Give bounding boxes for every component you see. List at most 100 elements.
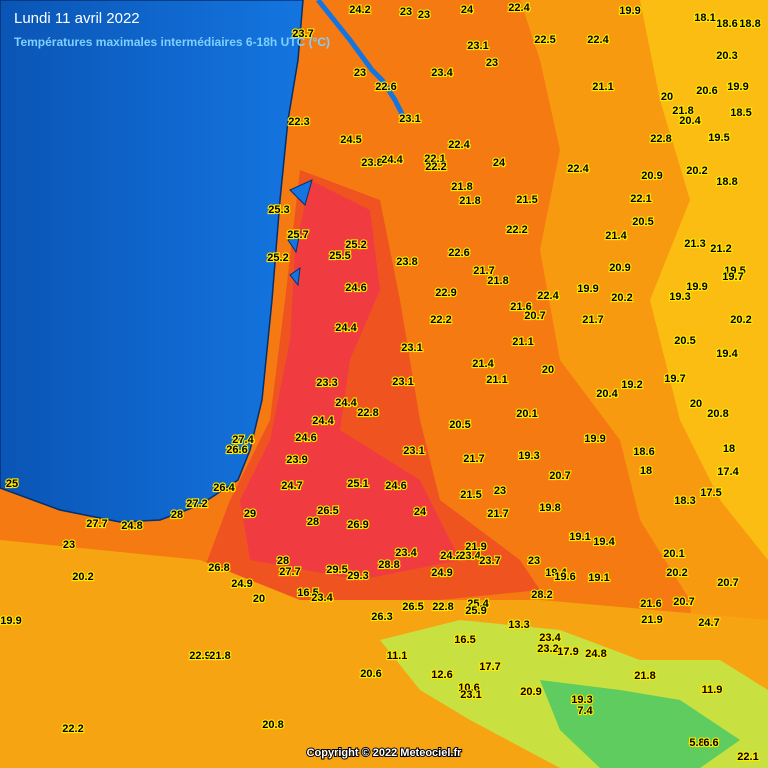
temperature-label: 20.2 — [686, 165, 707, 177]
temperature-label: 23 — [486, 57, 498, 69]
temperature-label: 11.9 — [702, 684, 723, 696]
temperature-label: 26.4 — [213, 482, 235, 494]
temperature-label: 20.9 — [609, 262, 630, 274]
temperature-label: 23 — [354, 67, 366, 79]
temperature-label: 23.1 — [467, 40, 488, 52]
copyright: Copyright © 2022 Meteociel.fr — [307, 747, 463, 759]
temperature-label: 21.7 — [463, 453, 484, 465]
temperature-label: 26.9 — [347, 519, 368, 531]
temperature-label: 20.1 — [663, 548, 684, 560]
temperature-label: 27.7 — [86, 518, 107, 530]
temperature-label: 29 — [244, 508, 256, 520]
temperature-label: 18.8 — [716, 176, 737, 188]
temperature-label: 20.4 — [679, 115, 701, 127]
temperature-label: 20.8 — [707, 408, 728, 420]
temperature-label: 21.1 — [486, 374, 507, 386]
temperature-label: 24.8 — [585, 648, 606, 660]
temperature-label: 23.3 — [316, 377, 337, 389]
temperature-label: 18.5 — [730, 107, 751, 119]
temperature-label: 20.4 — [596, 388, 618, 400]
temperature-label: 25.4 — [467, 598, 489, 610]
temperature-label: 20.5 — [674, 335, 695, 347]
temperature-label: 22.1 — [737, 751, 758, 763]
temperature-label: 24.4 — [335, 397, 357, 409]
temperature-label: 27.7 — [279, 566, 300, 578]
temperature-label: 22.5 — [534, 34, 555, 46]
temperature-label: 22.1 — [630, 193, 651, 205]
temperature-label: 23 — [494, 485, 506, 497]
high-mountains — [540, 680, 740, 768]
temperature-label: 25.9 — [465, 605, 486, 617]
temperature-label: 24.4 — [381, 154, 403, 166]
temperature-label: 20.2 — [72, 571, 93, 583]
temperature-label: 20.2 — [730, 314, 751, 326]
temperature-label: 21.3 — [684, 238, 705, 250]
temperature-label: 19.4 — [593, 536, 615, 548]
temperature-label: 21.7 — [473, 265, 494, 277]
temperature-label: 22.4 — [537, 290, 559, 302]
temperature-label: 19.4 — [545, 567, 567, 579]
temperature-label: 10.6 — [458, 682, 479, 694]
temperature-label: 24 — [493, 157, 506, 169]
temperature-label: 23.1 — [401, 342, 422, 354]
temperature-label: 24.6 — [345, 282, 366, 294]
temperature-label: 28.8 — [378, 559, 399, 571]
temperature-label: 25.7 — [287, 229, 308, 241]
subtitle: Températures maximales intermédiaires 6-… — [14, 35, 330, 49]
temperature-label: 23 — [528, 555, 540, 567]
temperature-label: 20.9 — [641, 170, 662, 182]
temperature-label: 21.8 — [451, 181, 472, 193]
temperature-label: 22.2 — [425, 161, 446, 173]
temperature-label: 19.1 — [588, 572, 609, 584]
temperature-label: 25.3 — [268, 204, 289, 216]
temperature-label: 23.1 — [460, 689, 481, 701]
temperature-label: 19.9 — [727, 81, 748, 93]
temperature-label: 19.7 — [722, 271, 743, 283]
temperature-label: 21.8 — [634, 670, 655, 682]
temperature-label: 20.9 — [520, 686, 541, 698]
temperature-label: 26.3 — [371, 611, 392, 623]
temperature-label: 18.8 — [739, 18, 760, 30]
temperature-label: 20.7 — [524, 310, 545, 322]
temperature-label: 22.8 — [650, 133, 671, 145]
temperature-label: 22.4 — [508, 2, 530, 14]
temperature-label: 23.7 — [292, 28, 313, 40]
temperature-label: 18.6 — [633, 446, 654, 458]
temperature-label: 17.5 — [700, 487, 721, 499]
temperature-label: 24.2 — [440, 550, 461, 562]
temperature-label: 20.7 — [549, 470, 570, 482]
temperature-label: 20 — [253, 593, 265, 605]
lakes — [287, 179, 313, 287]
temperature-label: 6.6 — [703, 737, 718, 749]
temperature-label: 22.4 — [448, 139, 470, 151]
temperature-label: 23.9 — [286, 454, 307, 466]
temperature-label: 18.3 — [674, 495, 695, 507]
temperature-label: 21.7 — [487, 508, 508, 520]
temperature-label: 17.4 — [717, 466, 739, 478]
temperature-label: 22.2 — [506, 224, 527, 236]
temperature-label: 24 — [414, 506, 427, 518]
temperature-label: 20.1 — [516, 408, 537, 420]
temperature-label: 24.9 — [231, 578, 252, 590]
temperature-label: 16.5 — [454, 634, 475, 646]
temperature-label: 25.5 — [329, 250, 350, 262]
temperature-label: 23.4 — [311, 592, 333, 604]
temperature-label: 21.1 — [592, 81, 613, 93]
temperature-label: 24.5 — [340, 134, 361, 146]
ocean — [0, 0, 304, 523]
temperature-label: 21.6 — [510, 301, 531, 313]
temperature-label: 20.6 — [696, 85, 717, 97]
temperature-label: 28.2 — [531, 589, 552, 601]
temperature-label: 7.4 — [577, 705, 593, 717]
temperature-label: 25.1 — [347, 478, 368, 490]
temperature-label: 23.1 — [392, 376, 413, 388]
temperature-label: 23.2 — [537, 643, 558, 655]
temperature-label: 19.9 — [584, 433, 605, 445]
temperature-label: 22.6 — [448, 247, 469, 259]
temperature-label: 21.9 — [465, 541, 486, 553]
temperature-label: 19.4 — [716, 348, 738, 360]
temperature-label: 26.6 — [226, 444, 247, 456]
temperature-label: 23.7 — [479, 555, 500, 567]
temperature-label: 21.4 — [605, 230, 627, 242]
temperature-label: 20.2 — [611, 292, 632, 304]
